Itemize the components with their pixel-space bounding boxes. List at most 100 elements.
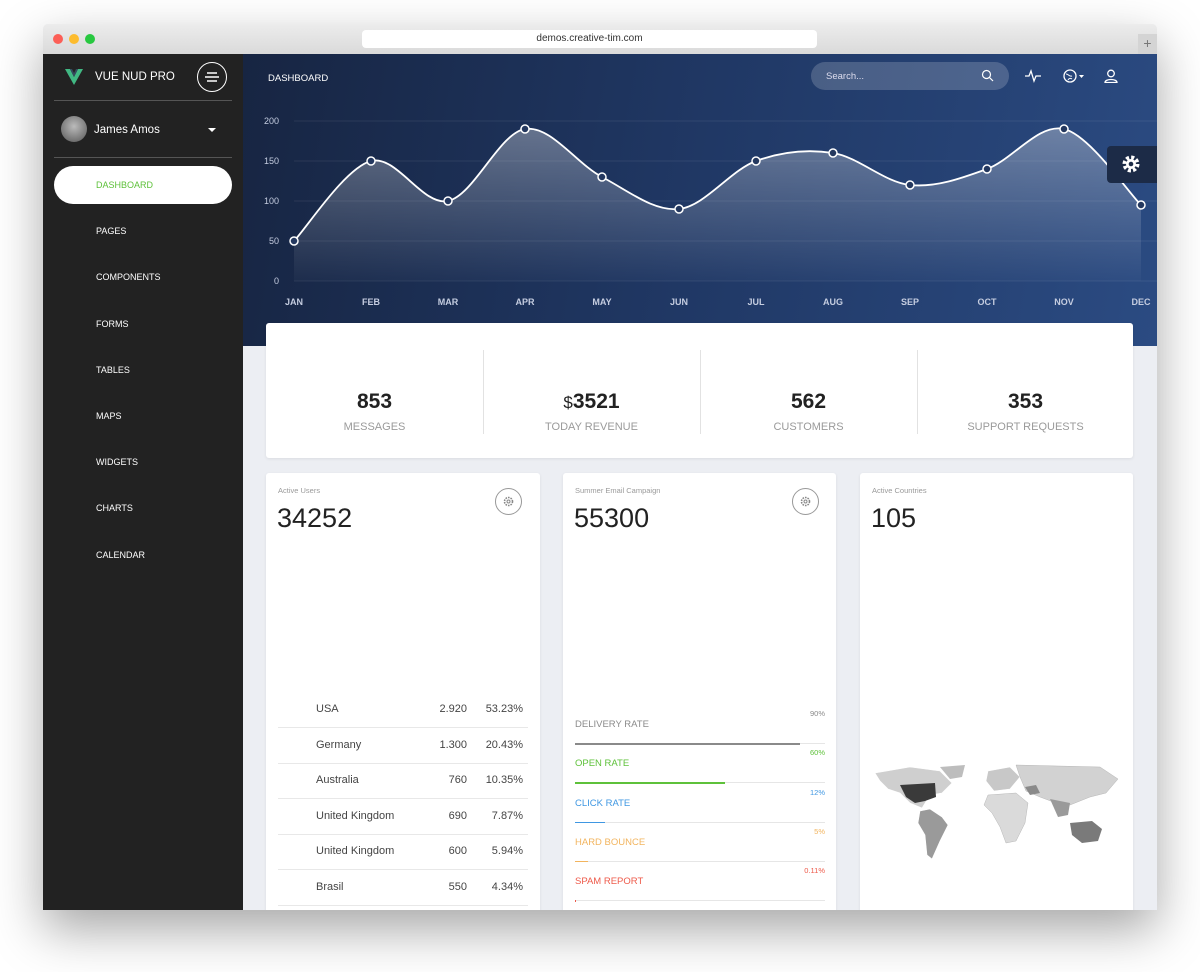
x-tick-label: AUG [823, 297, 843, 307]
y-tick-label: 150 [264, 156, 279, 166]
x-tick-label: NOV [1054, 297, 1074, 307]
minimize-button[interactable] [69, 34, 79, 44]
metric-value-label: 90% [809, 709, 825, 718]
card-title: Active Users [278, 486, 321, 495]
menu-item[interactable]: MAPS [54, 397, 232, 435]
point [828, 148, 838, 158]
metric-label: CLICK RATE [575, 797, 631, 809]
menu-item[interactable]: PAGES [54, 212, 232, 250]
x-tick-label: FEB [362, 297, 381, 307]
x-tick-label: JUL [747, 297, 765, 307]
y-tick-label: 200 [264, 116, 279, 126]
share: 7.87% [491, 809, 523, 822]
stat-label: SUPPORT REQUESTS [967, 421, 1084, 433]
stat: $3521 TODAY REVENUE [483, 323, 700, 458]
card-value: 105 [871, 503, 917, 533]
share: 4.34% [491, 880, 523, 893]
point [289, 236, 299, 246]
search-placeholder: Search... [826, 71, 865, 82]
metric-value-label: 60% [809, 748, 825, 758]
card-value: 34252 [277, 503, 353, 533]
count: 550 [448, 880, 467, 893]
progress-track [575, 743, 825, 745]
menu-item[interactable]: COMPONENTS [54, 258, 232, 296]
caret [208, 128, 216, 132]
menu-item[interactable]: WIDGETS [54, 443, 232, 481]
table-row: United Kingdom 600 5.94% [278, 834, 528, 870]
share: 20.43% [485, 738, 523, 751]
globe-icon[interactable] [1063, 68, 1085, 84]
user-name[interactable]: James Amos [94, 124, 160, 136]
brand-name: VUE NUD PRO [95, 71, 175, 83]
active-users-card: Active Users 34252 USA 2.920 53.23% Germany… [266, 473, 540, 910]
stat-label: TODAY REVENUE [545, 421, 638, 433]
progress-bar [575, 821, 605, 824]
divider [483, 350, 484, 434]
activity-icon[interactable] [1025, 69, 1041, 83]
settings-icon [1122, 155, 1140, 173]
point [520, 124, 530, 134]
zoom-button[interactable] [85, 34, 95, 44]
stat-number: 853 [356, 390, 393, 413]
share: 5.94% [491, 845, 523, 857]
divider [917, 350, 918, 434]
card-value: 55300 [574, 503, 650, 533]
progress-track [575, 860, 825, 863]
point [1136, 200, 1146, 210]
email-campaign-card: Summer Email Campaign 55300 DELIVERY RAT… [563, 473, 836, 910]
divider [54, 157, 232, 158]
user-icon[interactable] [1104, 69, 1118, 83]
point [366, 156, 376, 166]
card-title: Summer Email Campaign [575, 486, 661, 495]
count: 600 [448, 845, 467, 857]
address-bar[interactable]: demos.creative-tim.com [362, 30, 817, 48]
metric-value-label: 0.11% [804, 866, 825, 876]
browser-window: demos.creative-tim.com + VUE NUD PRO Jam… [43, 24, 1157, 910]
count: 760 [448, 774, 467, 786]
metric-label: OPEN RATE [575, 758, 630, 770]
metric-value-label: 12% [809, 787, 825, 797]
stat-value: 353 [917, 390, 1133, 414]
x-tick-label: OCT [978, 297, 998, 307]
country: Australia [316, 774, 359, 786]
point [443, 196, 453, 206]
table-row: Brasil 550 4.34% [278, 870, 528, 906]
area [294, 128, 1141, 281]
card-settings[interactable] [792, 488, 819, 515]
progress-bar [575, 860, 588, 863]
line [293, 127, 1142, 242]
menu-item[interactable]: DASHBOARD [54, 166, 232, 204]
card-title: Active Countries [872, 486, 927, 495]
progress-track [575, 821, 825, 824]
stat-value: 853 [266, 390, 483, 414]
sidebar-toggle[interactable] [197, 62, 227, 92]
point [982, 164, 992, 174]
card-settings[interactable] [495, 488, 522, 515]
menu-item[interactable]: CALENDAR [54, 536, 232, 574]
point [674, 204, 684, 214]
menu-item[interactable]: TABLES [54, 351, 232, 389]
menu-label: CALENDAR [96, 549, 146, 560]
menu-label: TABLES [96, 364, 130, 375]
metric-label: DELIVERY RATE [575, 719, 649, 730]
menu-label: FORMS [96, 318, 129, 329]
metric-label: SPAM REPORT [575, 876, 644, 888]
stat-value: 562 [700, 390, 917, 414]
url: demos.creative-tim.com [536, 33, 643, 44]
table-row: United Kingdom 690 7.87% [278, 799, 528, 835]
close-button[interactable] [53, 34, 63, 44]
x-tick-label: DEC [1131, 297, 1151, 307]
x-tick-label: MAR [438, 297, 459, 307]
settings-button[interactable] [1107, 146, 1157, 183]
menu-item[interactable]: CHARTS [54, 489, 232, 527]
menu-item[interactable]: FORMS [54, 305, 232, 343]
search-box[interactable]: Search... [811, 62, 1009, 90]
table-row: USA 2.920 53.23% [278, 692, 528, 728]
header: DASHBOARD Search... 0 50 100 150 200 JAN FEB MA… [243, 54, 1157, 346]
menu-label: MAPS [96, 411, 122, 421]
new-tab-button[interactable]: + [1138, 34, 1157, 54]
stat: 853 MESSAGES [266, 323, 483, 458]
y-tick-label: 50 [269, 236, 279, 246]
country: Germany [316, 738, 362, 751]
stat: 353 SUPPORT REQUESTS [917, 323, 1133, 458]
